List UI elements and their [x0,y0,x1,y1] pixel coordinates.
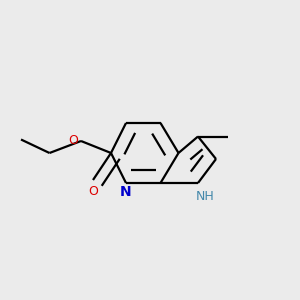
Text: O: O [88,185,98,198]
Text: O: O [69,134,79,147]
Text: N: N [120,185,132,200]
Text: NH: NH [196,190,215,203]
